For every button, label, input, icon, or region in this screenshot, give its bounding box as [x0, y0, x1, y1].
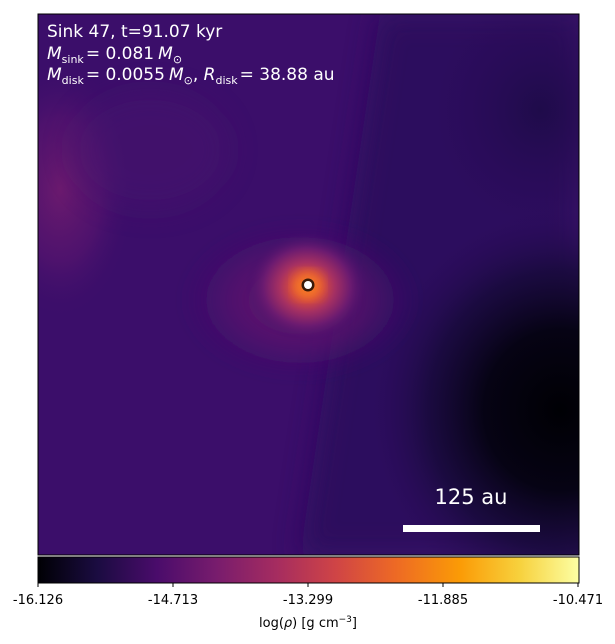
upper-left-filament — [70, 90, 230, 210]
scale-bar-label: 125 au — [435, 485, 508, 509]
colorbar-label: log(ρ) [g cm−3] — [259, 615, 357, 631]
colorbar-tick-label: -16.126 — [13, 593, 63, 608]
colorbar-tick-label: -14.713 — [148, 593, 198, 608]
lower-dark-void — [370, 210, 579, 555]
scale-bar — [403, 525, 540, 532]
colorbar: -16.126 -14.713 -13.299 -11.885 -10.471 … — [13, 556, 603, 631]
sink-marker — [304, 281, 312, 289]
colorbar-gradient — [37, 556, 580, 584]
image-frame — [37, 13, 580, 556]
annotation-line-2: Msink = 0.081 M⊙ — [47, 44, 182, 66]
top-right-dark-region — [430, 14, 579, 230]
density-image: Sink 47, t=91.07 kyr Msink = 0.081 M⊙ Mdis… — [38, 14, 579, 555]
colorbar-tick-label: -13.299 — [283, 593, 333, 608]
colorbar-tick-label: -10.471 — [553, 593, 603, 608]
colorbar-ticks — [37, 583, 579, 587]
colorbar-tick-label: -11.885 — [418, 593, 468, 608]
annotation-line-3: Mdisk = 0.0055 M⊙, Rdisk = 38.88 au — [47, 65, 335, 87]
annotation-line-1: Sink 47, t=91.07 kyr — [47, 22, 222, 42]
